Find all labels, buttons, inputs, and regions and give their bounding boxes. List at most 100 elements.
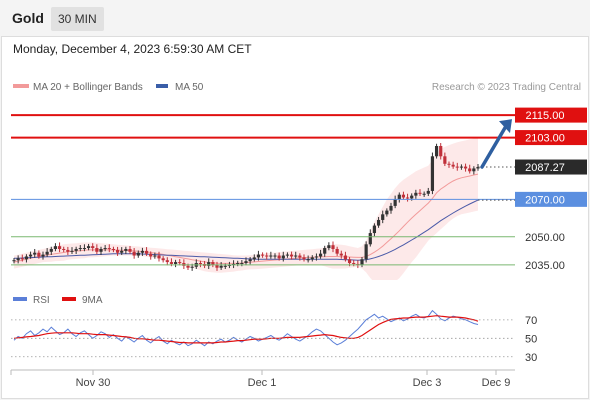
candle-body [144, 250, 149, 254]
candle-body [16, 258, 20, 261]
candle-body [443, 156, 447, 164]
candle-body [451, 164, 455, 167]
legend-rsi-label: RSI [33, 295, 50, 306]
candle-body [12, 260, 16, 262]
candle-body [468, 168, 472, 172]
candle-body [418, 192, 422, 194]
candle-body [269, 255, 273, 257]
rsi-tick-30: 30 [525, 352, 537, 364]
candle-body [95, 248, 99, 252]
level-label-2050.00: 2050.00 [525, 232, 565, 244]
legend-ma20-label: MA 20 + Bollinger Bands [33, 82, 143, 93]
level-label-2035.00: 2035.00 [525, 260, 565, 272]
candle-body [149, 253, 153, 257]
candle-body [352, 263, 356, 265]
candle-body [219, 265, 223, 268]
candle-body [401, 194, 406, 198]
candle-body [111, 248, 116, 250]
timestamp-label: Monday, December 4, 2023 6:59:30 AM CET [13, 42, 252, 56]
candle-body [302, 257, 306, 260]
candle-body [256, 254, 261, 258]
candle-body [285, 254, 290, 256]
level-label-2070.00: 2070.00 [525, 194, 565, 206]
candle-body [343, 255, 348, 260]
candle-body [33, 252, 37, 255]
candle-body [82, 248, 87, 250]
candle-body [327, 245, 331, 249]
candle-body [248, 259, 252, 262]
candle-body [318, 253, 323, 257]
candle-body [476, 166, 480, 169]
candle-body [397, 194, 401, 200]
candle-body [447, 163, 451, 165]
legend-ma50-label: MA 50 [175, 82, 204, 93]
candle-body [430, 156, 435, 191]
candle-body [45, 251, 49, 255]
candle-body [289, 254, 294, 257]
candle-body [331, 245, 335, 249]
candle-body [265, 255, 269, 257]
candle-body [260, 254, 265, 256]
candle-body [124, 248, 128, 251]
candle-body [463, 166, 468, 169]
candle-body [405, 197, 410, 199]
level-box-2103.00 [515, 130, 587, 146]
price-plot-area [12, 137, 480, 280]
candle-body [422, 193, 426, 195]
candle-body [169, 262, 174, 264]
candle-body [393, 199, 397, 206]
candle-body [165, 260, 169, 263]
candle-body [49, 248, 53, 252]
projection-arrow-shaft [480, 124, 508, 169]
candle-body [78, 248, 82, 250]
x-axis: Nov 30 Dec 1 Dec 3 Dec 9 [10, 370, 510, 389]
candle-body [132, 251, 136, 256]
candle-body [439, 146, 443, 157]
candle-body [153, 255, 157, 257]
candle-body [314, 256, 319, 258]
candle-body [207, 262, 211, 266]
current-price-label: 2087.27 [525, 162, 565, 174]
candle-body [252, 257, 256, 260]
candle-body [281, 255, 285, 259]
candle-body [410, 195, 414, 199]
symbol-title: Gold [12, 10, 44, 26]
candle-body [381, 214, 385, 220]
candle-body [294, 255, 298, 257]
candle-body [273, 255, 277, 257]
x-tick-Nov-30: Nov 30 [76, 377, 111, 389]
candle-body [240, 263, 244, 265]
credit-label: Research © 2023 Trading Central [432, 82, 581, 93]
candle-body [385, 210, 389, 215]
candle-body [99, 248, 103, 252]
x-tick-Dec-1: Dec 1 [248, 377, 277, 389]
candle-body [323, 248, 327, 254]
candle-body [161, 258, 165, 261]
candle-body [277, 255, 281, 259]
candle-body [414, 192, 418, 196]
candle-body [53, 246, 58, 249]
candle-body [455, 166, 459, 168]
candle-body [298, 255, 302, 258]
key-levels: 2115.00 2103.00 2070.00 2050.00 2035.00 2087.… [11, 107, 587, 272]
rsi-tick-70: 70 [525, 315, 537, 327]
legend-rsi-ma-label: 9MA [82, 295, 103, 306]
bollinger-band [14, 137, 478, 280]
x-tick-Dec-3: Dec 3 [413, 377, 442, 389]
level-label-2115.00: 2115.00 [526, 110, 565, 122]
candle-body [62, 248, 66, 250]
candle-body [86, 246, 91, 249]
candle-body [74, 248, 78, 251]
candle-body [20, 258, 24, 260]
current-price-box [515, 159, 587, 175]
timeframe-badge[interactable]: 30 MIN [51, 7, 104, 31]
candle-body [24, 256, 29, 260]
rsi-axis: 70 50 30 [11, 315, 537, 364]
candle-body [236, 263, 240, 265]
candle-body [376, 219, 381, 226]
candle-body [28, 254, 33, 257]
candle-body [244, 261, 248, 264]
candle-body [211, 262, 215, 265]
